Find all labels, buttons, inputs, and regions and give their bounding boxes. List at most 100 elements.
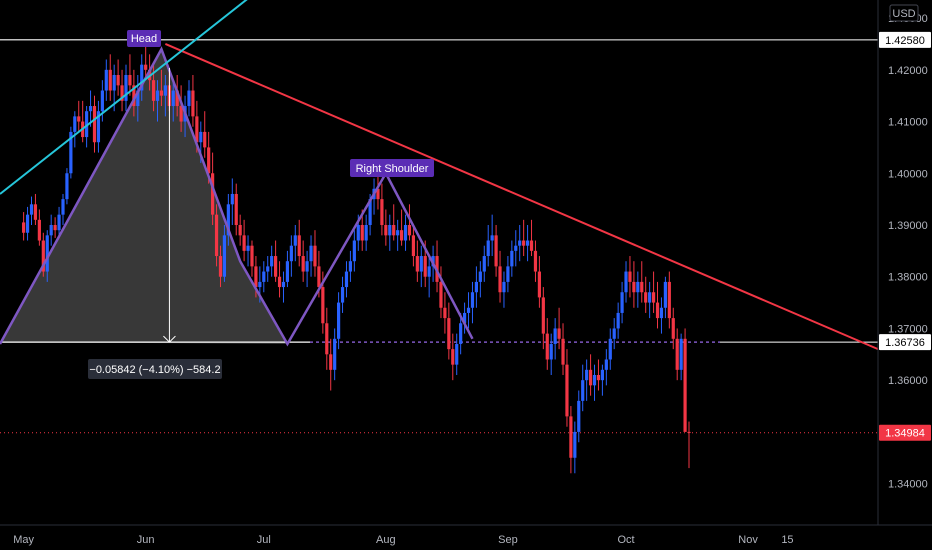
- candle-body: [234, 193, 238, 225]
- candle: [588, 354, 593, 396]
- candle: [65, 168, 69, 205]
- candle: [573, 421, 577, 474]
- candle: [459, 312, 463, 355]
- candle: [266, 256, 270, 282]
- candle-body: [655, 302, 660, 319]
- candle-body: [45, 235, 49, 272]
- candle-body: [211, 173, 215, 215]
- candle-body: [541, 297, 545, 334]
- candle: [380, 183, 384, 236]
- candle: [616, 302, 620, 339]
- candle-body: [41, 240, 45, 272]
- candle-body: [462, 312, 467, 324]
- candle: [498, 250, 502, 303]
- candle-body: [628, 271, 632, 282]
- candle-body: [486, 240, 490, 257]
- candle: [569, 406, 573, 474]
- candle-body: [171, 90, 175, 107]
- candle: [277, 261, 282, 298]
- time-tick-label: Jul: [257, 534, 271, 546]
- candle: [226, 193, 230, 246]
- candle-body: [364, 225, 368, 241]
- candle-body: [632, 281, 636, 293]
- candle-body: [222, 235, 227, 277]
- candle: [222, 225, 227, 282]
- candle: [443, 292, 447, 334]
- candle-body: [100, 90, 104, 112]
- price-tag-label: 1.42580: [885, 35, 925, 47]
- candle: [553, 318, 557, 360]
- candle-body: [104, 69, 108, 91]
- candle-body: [92, 106, 97, 143]
- measure-label: −0.05842 (−4.10%) −584.2: [88, 359, 222, 379]
- candle: [191, 75, 195, 127]
- price-tick-label: 1.40000: [888, 168, 928, 180]
- candle: [529, 219, 534, 257]
- candle: [132, 69, 136, 117]
- candle: [604, 349, 608, 386]
- candle: [88, 90, 93, 127]
- ascending-trendline: [0, 0, 248, 195]
- price-tick-label: 1.41000: [888, 117, 928, 129]
- candle-body: [470, 292, 475, 308]
- candle: [447, 302, 451, 360]
- candle-body: [33, 204, 38, 220]
- right-shoulder-label-text: Right Shoulder: [356, 163, 429, 175]
- candle-body: [427, 266, 431, 277]
- candle-body: [203, 131, 207, 148]
- candle-body: [392, 225, 396, 236]
- candle: [636, 271, 640, 308]
- candle-body: [455, 343, 459, 365]
- candle: [230, 178, 234, 225]
- candle: [37, 209, 41, 246]
- candle-body: [313, 245, 317, 267]
- candle-body: [266, 266, 270, 272]
- candle: [179, 85, 183, 132]
- candle: [510, 240, 514, 277]
- candle-body: [258, 281, 262, 288]
- candle: [675, 328, 679, 381]
- candle-body: [545, 333, 549, 360]
- price-axis[interactable]: 1.430001.420001.410001.400001.390001.380…: [888, 13, 928, 491]
- time-axis[interactable]: May Jun Jul Aug Sep Oct Nov 15: [13, 534, 793, 546]
- candle-body: [651, 292, 656, 303]
- price-tick-label: 1.36000: [888, 375, 928, 387]
- candle: [525, 225, 530, 262]
- candle-body: [218, 256, 223, 277]
- candle-body: [254, 266, 258, 288]
- candle: [533, 240, 538, 282]
- price-tick-label: 1.34000: [888, 479, 928, 491]
- candle: [262, 261, 266, 293]
- candle-body: [573, 431, 577, 458]
- candle-body: [679, 338, 683, 370]
- candle-body: [423, 256, 427, 277]
- candle: [96, 100, 101, 153]
- candle: [250, 240, 254, 277]
- candle: [439, 266, 443, 319]
- candle: [171, 80, 175, 122]
- candle-body: [274, 256, 278, 277]
- candle: [545, 318, 549, 370]
- candle-body: [596, 375, 601, 381]
- candle-body: [214, 214, 219, 257]
- candle-body: [415, 256, 419, 272]
- candle-body: [88, 106, 93, 112]
- candle-body: [529, 240, 534, 251]
- price-tag-background: [879, 424, 931, 441]
- candle: [494, 225, 498, 277]
- candle-body: [518, 240, 522, 246]
- candle: [651, 271, 656, 313]
- candle-body: [333, 338, 337, 370]
- candle-body: [522, 240, 526, 246]
- candle-body: [69, 131, 73, 174]
- candle: [683, 328, 687, 432]
- candle: [506, 256, 510, 293]
- candle-body: [293, 235, 297, 246]
- candle-body: [585, 369, 589, 381]
- candle-body: [77, 116, 81, 122]
- candle: [466, 292, 471, 329]
- candle: [329, 338, 333, 391]
- candle-body: [459, 323, 463, 344]
- candle-body: [451, 349, 455, 365]
